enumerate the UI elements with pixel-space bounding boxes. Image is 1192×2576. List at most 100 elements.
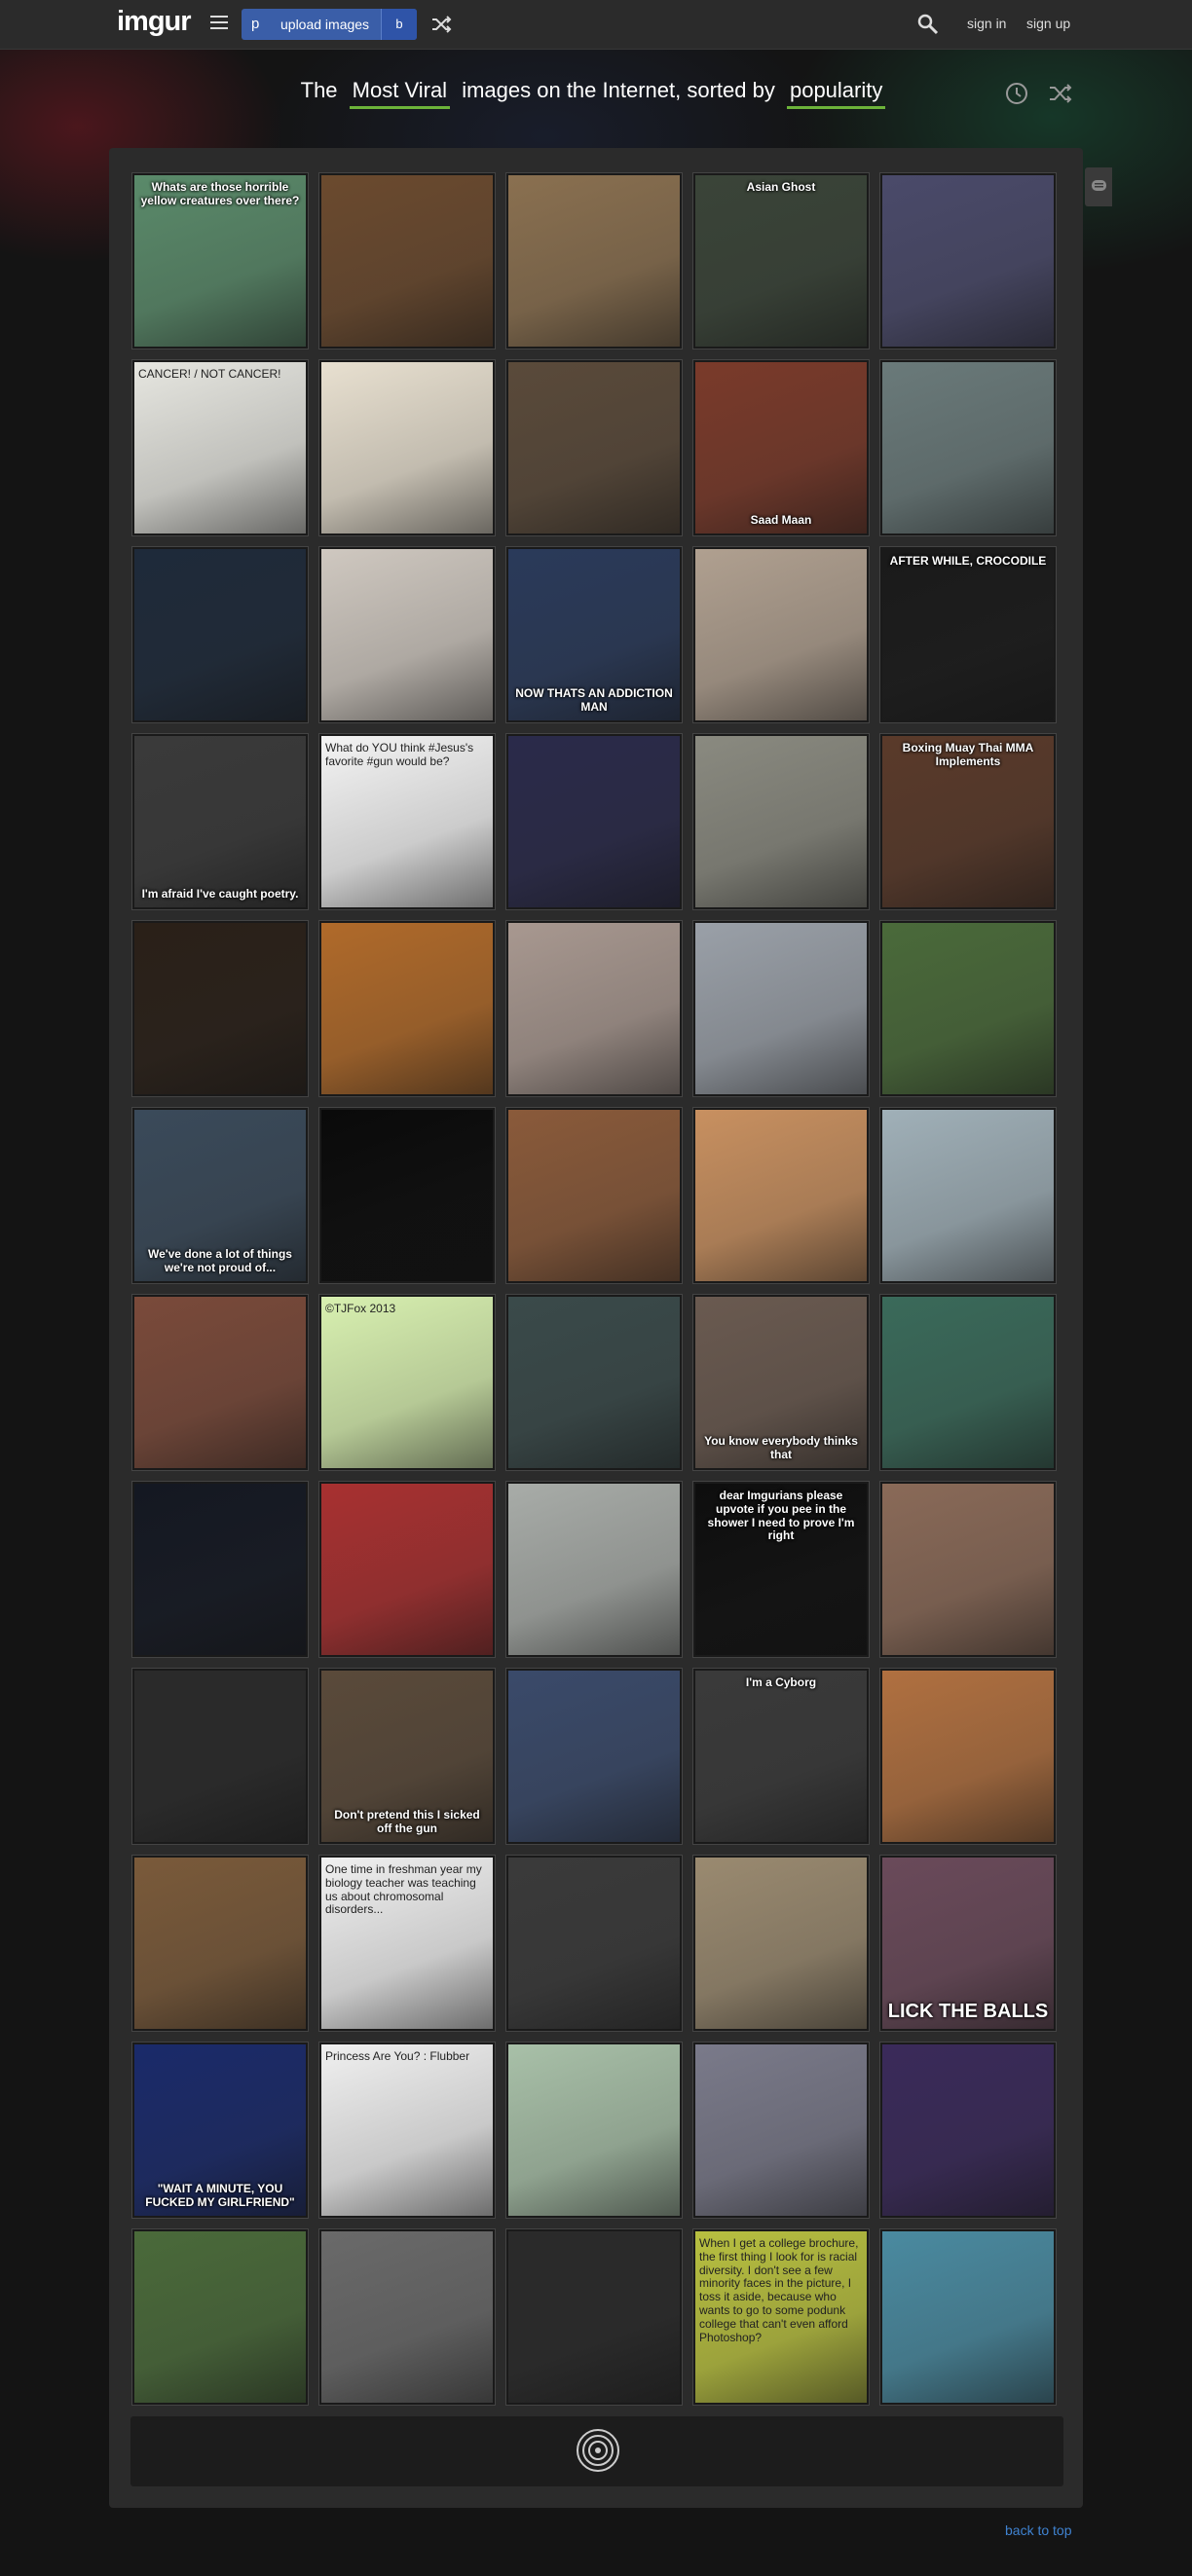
thumbnail-caption: You know everybody thinks that: [704, 1434, 858, 1462]
loading-spinner-icon: [577, 2429, 619, 2472]
gallery-thumbnail[interactable]: One time in freshman year my biology tea…: [319, 1856, 495, 2031]
gallery-thumbnail[interactable]: ©TJFox 2013: [319, 1295, 495, 1470]
gallery-panel: Whats are those horrible yellow creature…: [109, 148, 1083, 2508]
gallery-thumbnail[interactable]: LICK THE BALLS: [880, 1856, 1056, 2031]
gallery-thumbnail[interactable]: [693, 1856, 869, 2031]
random-shuffle-icon[interactable]: [430, 14, 452, 35]
gallery-thumbnail[interactable]: [506, 2229, 682, 2405]
gallery-thumbnail[interactable]: [880, 360, 1056, 535]
gallery-thumbnail[interactable]: dear Imgurians please upvote if you pee …: [693, 1482, 869, 1657]
gallery-thumbnail[interactable]: [693, 921, 869, 1096]
thumbnail-caption: We've done a lot of things we're not pro…: [148, 1247, 292, 1275]
thumbnail-caption: AFTER WHILE, CROCODILE: [889, 554, 1047, 568]
imgur-logo[interactable]: imgur: [117, 6, 192, 37]
gallery-thumbnail[interactable]: [319, 547, 495, 722]
sort-selector[interactable]: popularity: [786, 78, 886, 109]
gallery-thumbnail[interactable]: [880, 921, 1056, 1096]
search-icon[interactable]: [917, 14, 939, 35]
gallery-thumbnail[interactable]: [319, 921, 495, 1096]
gallery-thumbnail[interactable]: [319, 1108, 495, 1283]
gallery-thumbnail[interactable]: [132, 1295, 308, 1470]
back-to-top-link[interactable]: back to top: [1005, 2522, 1072, 2538]
gallery-thumbnail[interactable]: I'm afraid I've caught poetry.: [132, 734, 308, 909]
gallery-thumbnail[interactable]: Boxing Muay Thai MMA Implements: [880, 734, 1056, 909]
thumbnail-caption: NOW THATS AN ADDICTION MAN: [515, 686, 673, 715]
gallery-headline: The Most Viral images on the Internet, s…: [0, 78, 1192, 109]
gallery-thumbnail[interactable]: You know everybody thinks that: [693, 1295, 869, 1470]
thumbnail-caption: Princess Are You? : Flubber: [325, 2049, 470, 2063]
gallery-thumbnail[interactable]: [132, 921, 308, 1096]
gallery-thumbnail[interactable]: [880, 1108, 1056, 1283]
gallery-thumbnail[interactable]: [132, 1669, 308, 1844]
image-grid: Whats are those horrible yellow creature…: [132, 173, 1056, 2405]
gallery-thumbnail[interactable]: We've done a lot of things we're not pro…: [132, 1108, 308, 1283]
top-navigation-bar: imgur p upload images b sign in sign up: [0, 0, 1192, 50]
gallery-thumbnail[interactable]: [319, 2229, 495, 2405]
thumbnail-caption: LICK THE BALLS: [887, 2001, 1049, 2022]
headline-prefix: The: [300, 78, 338, 102]
gallery-thumbnail[interactable]: [880, 1482, 1056, 1657]
gallery-thumbnail[interactable]: [132, 2229, 308, 2405]
gallery-thumbnail[interactable]: [132, 1856, 308, 2031]
gallery-thumbnail[interactable]: [880, 1295, 1056, 1470]
thumbnail-caption: "WAIT A MINUTE, YOU FUCKED MY GIRLFRIEND…: [145, 2182, 295, 2210]
gallery-thumbnail[interactable]: Princess Are You? : Flubber: [319, 2042, 495, 2218]
thumbnail-caption: I'm a Cyborg: [745, 1675, 817, 1689]
headline-middle: images on the Internet, sorted by: [462, 78, 775, 102]
gallery-thumbnail[interactable]: [506, 1856, 682, 2031]
thumbnail-caption: I'm afraid I've caught poetry.: [141, 887, 299, 902]
gallery-thumbnail[interactable]: [880, 2042, 1056, 2218]
comment-side-tab-icon[interactable]: [1085, 167, 1112, 206]
gallery-thumbnail[interactable]: [880, 2229, 1056, 2405]
gallery-thumbnail[interactable]: [506, 734, 682, 909]
gallery-thumbnail[interactable]: What do YOU think #Jesus's favorite #gun…: [319, 734, 495, 909]
gallery-thumbnail[interactable]: [506, 921, 682, 1096]
gallery-thumbnail[interactable]: [506, 1482, 682, 1657]
gallery-thumbnail[interactable]: [132, 547, 308, 722]
upload-dropdown-button[interactable]: b: [381, 9, 417, 40]
gallery-thumbnail[interactable]: Whats are those horrible yellow creature…: [132, 173, 308, 349]
gallery-thumbnail[interactable]: [506, 1669, 682, 1844]
gallery-thumbnail[interactable]: When I get a college brochure, the first…: [693, 2229, 869, 2405]
sign-in-link[interactable]: sign in: [967, 16, 1007, 31]
thumbnail-caption: CANCER! / NOT CANCER!: [138, 367, 281, 381]
gallery-thumbnail[interactable]: Saad Maan: [693, 360, 869, 535]
gallery-thumbnail[interactable]: [319, 1482, 495, 1657]
thumbnail-caption: What do YOU think #Jesus's favorite #gun…: [325, 741, 474, 768]
gallery-thumbnail[interactable]: [693, 2042, 869, 2218]
gallery-thumbnail[interactable]: Don't pretend this I sicked off the gun: [319, 1669, 495, 1844]
gallery-thumbnail[interactable]: [319, 360, 495, 535]
shuffle-icon[interactable]: [1048, 82, 1073, 105]
gallery-thumbnail[interactable]: [506, 1108, 682, 1283]
gallery-thumbnail[interactable]: "WAIT A MINUTE, YOU FUCKED MY GIRLFRIEND…: [132, 2042, 308, 2218]
gallery-thumbnail[interactable]: [506, 2042, 682, 2218]
thumbnail-caption: When I get a college brochure, the first…: [699, 2236, 859, 2344]
gallery-thumbnail[interactable]: [880, 173, 1056, 349]
menu-icon[interactable]: [210, 16, 228, 29]
thumbnail-caption: Saad Maan: [750, 513, 812, 528]
gallery-thumbnail[interactable]: [693, 1108, 869, 1283]
upload-images-button[interactable]: p upload images b: [242, 9, 417, 40]
gallery-thumbnail[interactable]: NOW THATS AN ADDICTION MAN: [506, 547, 682, 722]
section-selector[interactable]: Most Viral: [349, 78, 451, 109]
clock-icon[interactable]: [1005, 82, 1028, 105]
upload-icon: p: [251, 16, 260, 32]
gallery-thumbnail[interactable]: [880, 1669, 1056, 1844]
gallery-thumbnail[interactable]: [319, 173, 495, 349]
gallery-thumbnail[interactable]: [693, 547, 869, 722]
gallery-thumbnail[interactable]: AFTER WHILE, CROCODILE: [880, 547, 1056, 722]
gallery-thumbnail[interactable]: Asian Ghost: [693, 173, 869, 349]
gallery-thumbnail[interactable]: CANCER! / NOT CANCER!: [132, 360, 308, 535]
thumbnail-caption: Boxing Muay Thai MMA Implements: [902, 741, 1034, 768]
gallery-thumbnail[interactable]: I'm a Cyborg: [693, 1669, 869, 1844]
thumbnail-caption: ©TJFox 2013: [325, 1302, 396, 1315]
thumbnail-caption: Whats are those horrible yellow creature…: [140, 180, 300, 207]
gallery-thumbnail[interactable]: [506, 173, 682, 349]
thumbnail-caption: Don't pretend this I sicked off the gun: [334, 1808, 480, 1836]
sign-up-link[interactable]: sign up: [1026, 16, 1071, 31]
thumbnail-caption: dear Imgurians please upvote if you pee …: [707, 1489, 855, 1543]
gallery-thumbnail[interactable]: [132, 1482, 308, 1657]
gallery-thumbnail[interactable]: [693, 734, 869, 909]
gallery-thumbnail[interactable]: [506, 360, 682, 535]
gallery-thumbnail[interactable]: [506, 1295, 682, 1470]
